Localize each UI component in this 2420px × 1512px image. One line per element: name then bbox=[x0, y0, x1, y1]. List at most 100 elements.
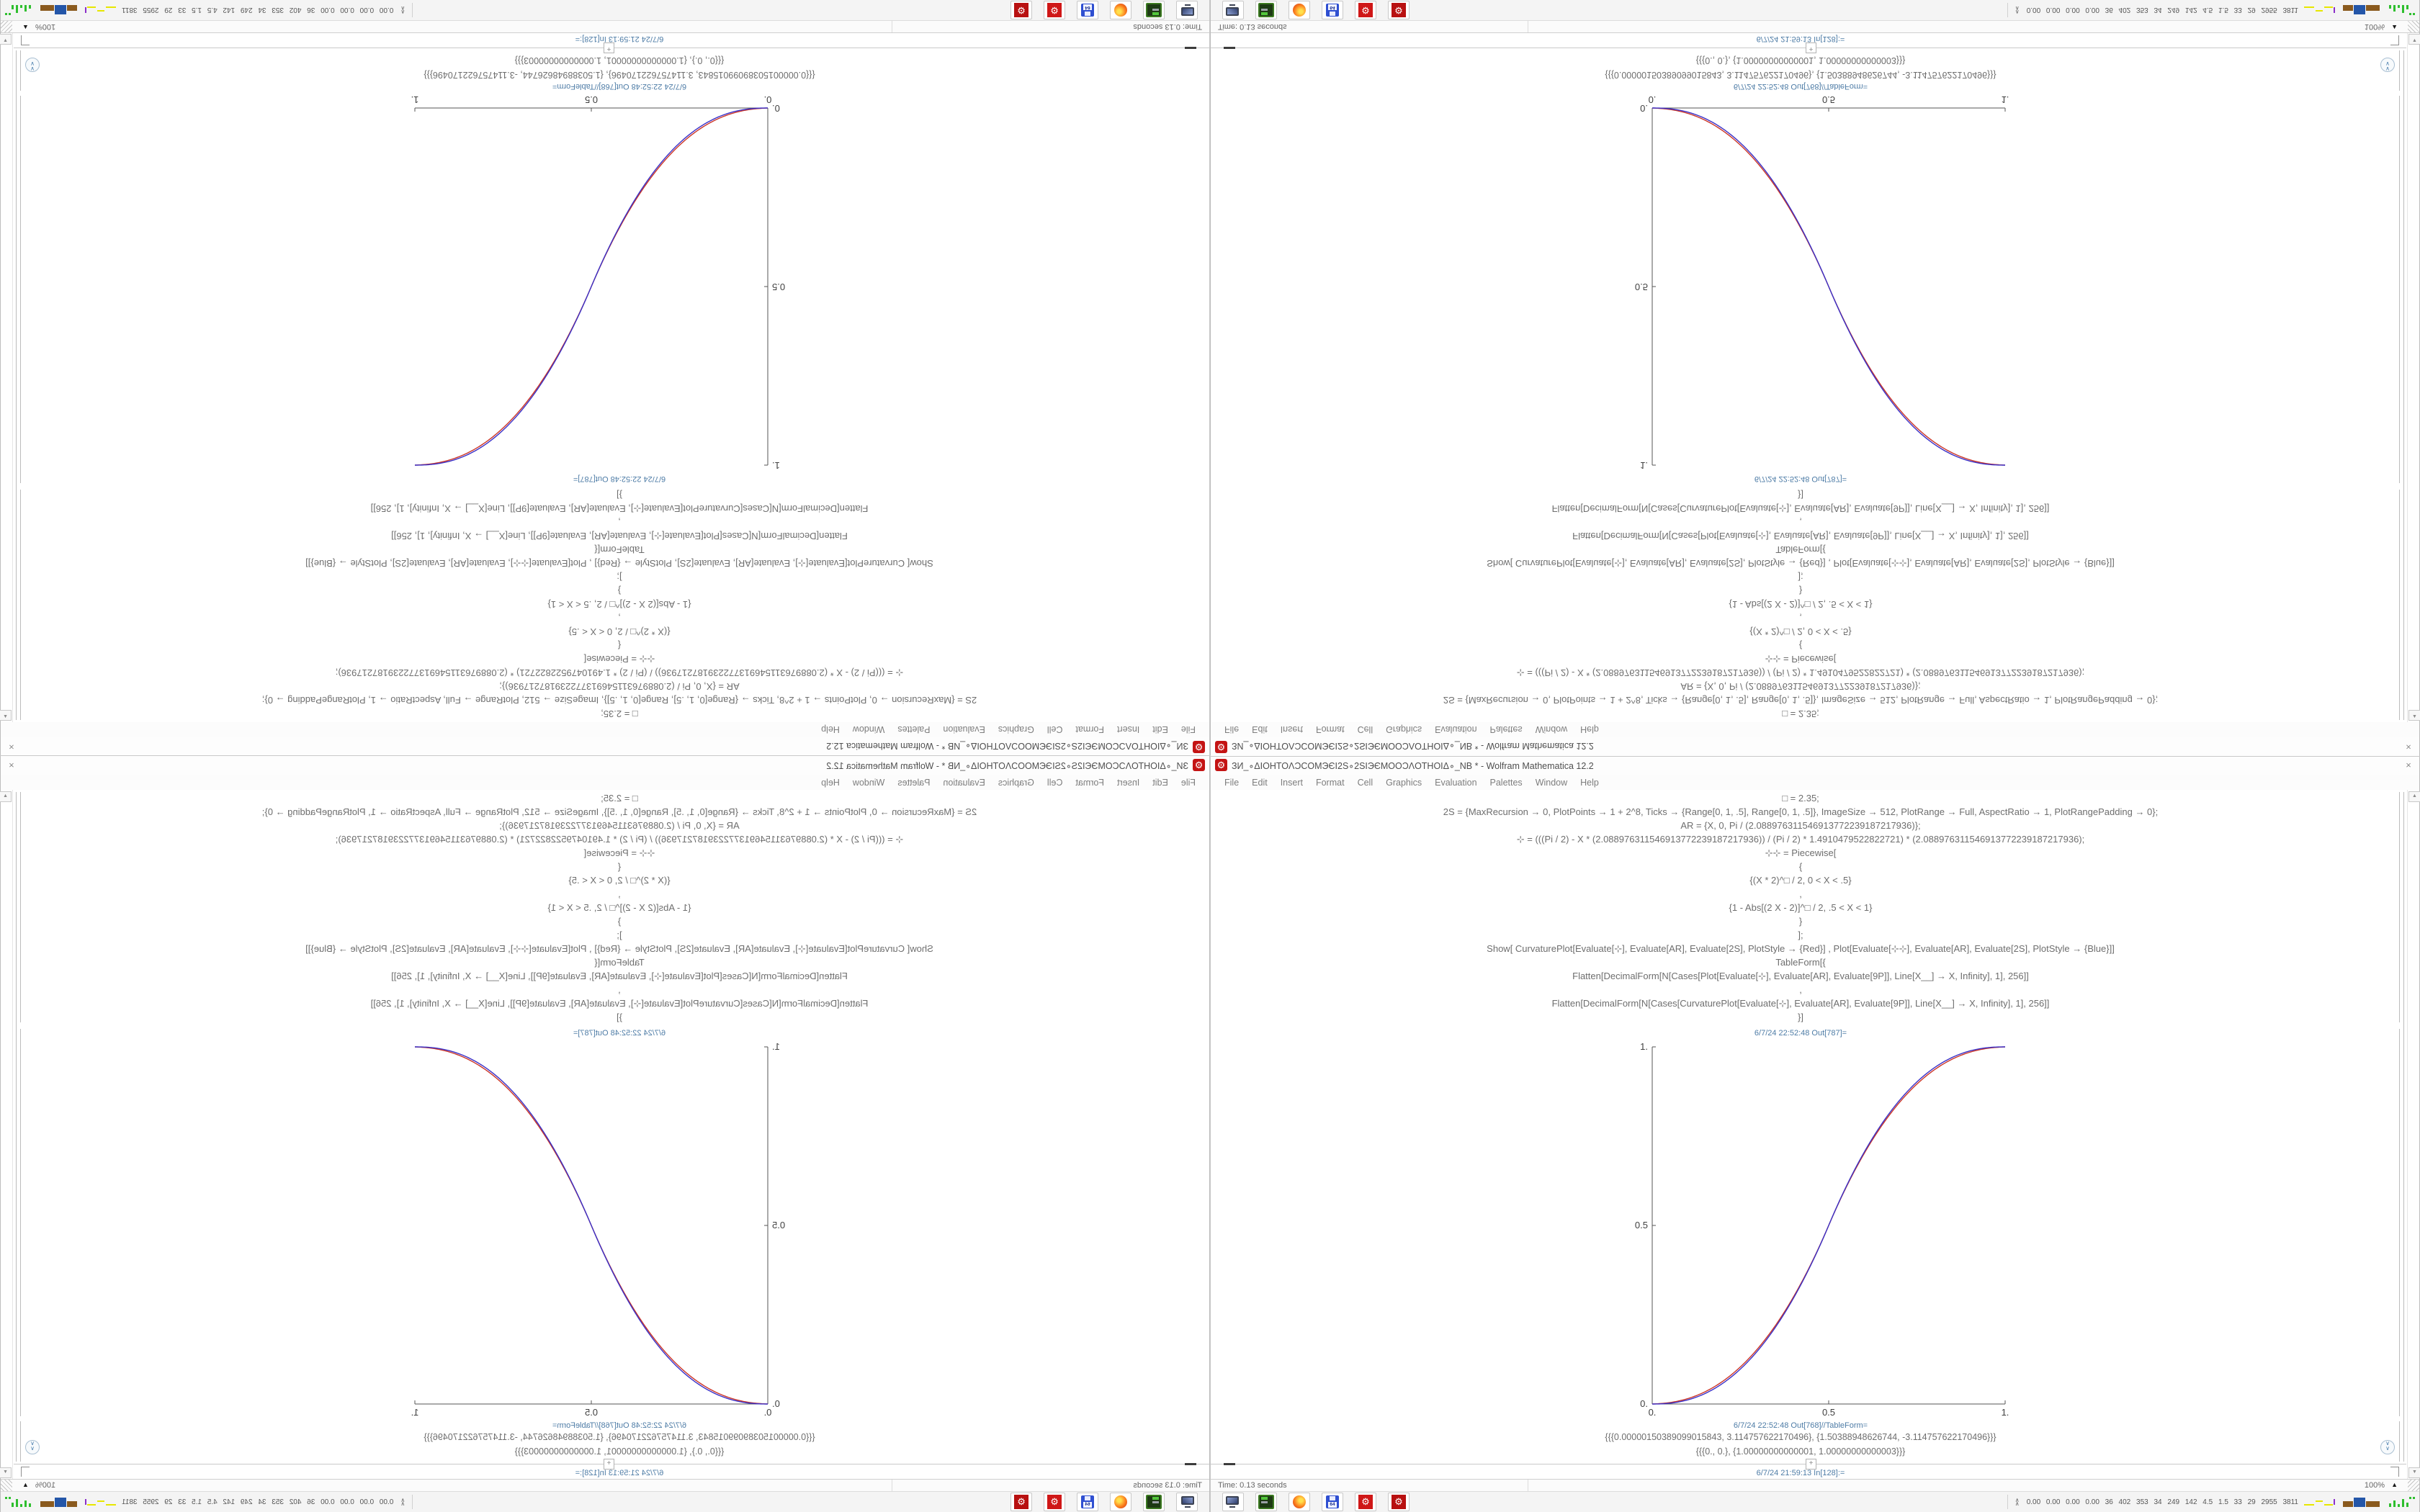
expand-output-button[interactable]: ∨ ∨ bbox=[2380, 1440, 2395, 1454]
code-line[interactable]: □ = 2.35; bbox=[601, 708, 638, 719]
menu-item-graphics[interactable]: Graphics bbox=[1386, 724, 1422, 735]
cell-group-bracket[interactable] bbox=[16, 792, 17, 1462]
code-line[interactable]: Flatten[DecimalForm[N[Cases[CurvaturePlo… bbox=[1551, 503, 2050, 514]
menu-item-evaluation[interactable]: Evaluation bbox=[1435, 724, 1477, 735]
cell-bracket[interactable] bbox=[20, 1029, 21, 1416]
code-line[interactable]: {(X * 2)^□ / 2, 0 < X < .5} bbox=[1749, 875, 1852, 886]
code-line[interactable]: ⊹ = (((Pi / 2) - X * (2.0889763115469137… bbox=[1516, 667, 2085, 678]
menu-item-insert[interactable]: Insert bbox=[1280, 724, 1303, 735]
menu-item-edit[interactable]: Edit bbox=[1152, 724, 1168, 735]
menu-item-window[interactable]: Window bbox=[1535, 724, 1568, 735]
expand-output-button[interactable]: ∨ ∨ bbox=[2380, 58, 2395, 72]
menu-item-format[interactable]: Format bbox=[1315, 777, 1345, 788]
resize-grip-icon[interactable] bbox=[1, 21, 12, 32]
zoom-level[interactable]: 100% bbox=[2364, 22, 2385, 31]
cell-bracket[interactable] bbox=[2390, 1467, 2399, 1477]
zoom-popup-icon[interactable]: ▲ bbox=[22, 1481, 29, 1488]
taskbar-button-green-drive[interactable] bbox=[1255, 1, 1277, 19]
menu-item-cell[interactable]: Cell bbox=[1047, 777, 1063, 788]
code-line[interactable]: Flatten[DecimalForm[N[Cases[Plot[Evaluat… bbox=[391, 531, 848, 541]
menu-item-file[interactable]: File bbox=[1224, 724, 1240, 735]
cell-bracket[interactable] bbox=[20, 96, 21, 483]
menu-item-graphics[interactable]: Graphics bbox=[1386, 777, 1422, 788]
menu-item-window[interactable]: Window bbox=[852, 777, 885, 788]
code-line[interactable]: }] bbox=[617, 1012, 622, 1022]
code-line[interactable]: □ = 2.35; bbox=[1782, 708, 1819, 719]
menu-item-help[interactable]: Help bbox=[821, 724, 840, 735]
code-line[interactable]: , bbox=[1799, 888, 1802, 899]
menu-item-file[interactable]: File bbox=[1180, 724, 1196, 735]
code-line[interactable]: , bbox=[1799, 517, 1802, 528]
code-line[interactable]: ⊹ = (((Pi / 2) - X * (2.0889763115469137… bbox=[335, 667, 904, 678]
scrollbar-track[interactable] bbox=[2407, 33, 2408, 722]
code-line[interactable]: Flatten[DecimalForm[N[Cases[Plot[Evaluat… bbox=[1572, 531, 2029, 541]
insert-plus-button[interactable]: + bbox=[1806, 42, 1816, 53]
menu-item-cell[interactable]: Cell bbox=[1357, 777, 1373, 788]
code-line[interactable]: 2S = {MaxRecursion → 0, PlotPoints → 1 +… bbox=[261, 806, 977, 817]
code-line[interactable]: ⊹ = (((Pi / 2) - X * (2.0889763115469137… bbox=[1516, 834, 2085, 845]
menu-item-format[interactable]: Format bbox=[1075, 724, 1105, 735]
cell-bracket[interactable] bbox=[2390, 35, 2399, 45]
cell-bracket[interactable] bbox=[2399, 792, 2400, 1022]
code-line[interactable]: ⊹⊹ = Piecewise[ bbox=[583, 847, 655, 858]
taskbar-button-monitor[interactable] bbox=[1222, 1, 1244, 19]
taskbar-button-monitor[interactable] bbox=[1176, 1, 1198, 19]
code-line[interactable]: }] bbox=[1798, 1012, 1803, 1022]
cell-bracket[interactable] bbox=[20, 50, 21, 91]
input-cell[interactable]: □ = 2.35; 2S = {MaxRecursion → 0, PlotPoi… bbox=[1211, 791, 2390, 1024]
code-line[interactable]: }] bbox=[1798, 490, 1803, 500]
title-bar[interactable]: ⚙ ЗИ_∘ΔIOHTOΛϽCOMЭЄI2S∘2SIЭЄMOOϽΛOTHOIΔ∘… bbox=[1211, 756, 2419, 775]
code-line[interactable]: 2S = {MaxRecursion → 0, PlotPoints → 1 +… bbox=[1443, 695, 2159, 706]
zoom-popup-icon[interactable]: ▲ bbox=[22, 24, 29, 31]
title-bar[interactable]: ⚙ ЗИ_∘ΔIOHTOΛϽCOMЭЄI2S∘2SIЭЄMOOϽΛOTHOIΔ∘… bbox=[1, 737, 1209, 756]
input-prompt[interactable]: 6/7/24 21:59:13 In[128]:= bbox=[575, 35, 664, 43]
menu-item-graphics[interactable]: Graphics bbox=[998, 724, 1034, 735]
input-cell[interactable]: □ = 2.35; 2S = {MaxRecursion → 0, PlotPoi… bbox=[30, 488, 1209, 721]
scrollbar-up-button[interactable]: ▲ bbox=[0, 710, 12, 721]
code-line[interactable]: TableForm[{ bbox=[594, 957, 645, 968]
cell-bracket[interactable] bbox=[20, 490, 21, 720]
zoom-level[interactable]: 100% bbox=[35, 1481, 56, 1490]
input-prompt[interactable]: 6/7/24 21:59:13 In[128]:= bbox=[575, 1469, 664, 1477]
code-line[interactable]: , bbox=[1799, 613, 1802, 624]
cell-bracket[interactable] bbox=[21, 35, 30, 45]
minimize-icon[interactable] bbox=[44, 742, 54, 751]
cell-group-bracket[interactable] bbox=[2403, 50, 2404, 720]
resize-grip-icon[interactable] bbox=[2408, 21, 2419, 32]
code-line[interactable]: } bbox=[1798, 916, 1803, 927]
cell-bracket[interactable] bbox=[2399, 50, 2400, 91]
code-line[interactable]: □ = 2.35; bbox=[1782, 793, 1819, 804]
code-line[interactable]: {1 - Abs[(2 X - 2)]^□ / 2, .5 < X < 1} bbox=[1729, 902, 1873, 913]
scrollbar-track[interactable] bbox=[12, 33, 13, 722]
title-bar[interactable]: ⚙ ЗИ_∘ΔIOHTOΛϽCOMЭЄI2S∘2SIЭЄMOOϽΛOTHOIΔ∘… bbox=[1, 756, 1209, 775]
menu-item-format[interactable]: Format bbox=[1315, 724, 1345, 735]
scrollbar-down-button[interactable]: ▼ bbox=[2408, 34, 2420, 45]
zoom-popup-icon[interactable]: ▲ bbox=[2391, 24, 2398, 31]
menu-item-edit[interactable]: Edit bbox=[1252, 777, 1268, 788]
code-line[interactable]: , bbox=[618, 613, 621, 624]
input-prompt[interactable]: 6/7/24 21:59:13 In[128]:= bbox=[1756, 1469, 1845, 1477]
cell-bracket[interactable] bbox=[20, 1421, 21, 1462]
menu-item-format[interactable]: Format bbox=[1075, 777, 1105, 788]
menu-item-palettes[interactable]: Palettes bbox=[897, 777, 931, 788]
menu-item-palettes[interactable]: Palettes bbox=[1489, 724, 1523, 735]
taskbar-button-green-drive[interactable] bbox=[1143, 1493, 1165, 1511]
code-line[interactable]: ⊹⊹ = Piecewise[ bbox=[1765, 847, 1837, 858]
insert-plus-button[interactable]: + bbox=[1806, 1459, 1816, 1470]
title-bar[interactable]: ⚙ ЗИ_∘ΔIOHTOΛϽCOMЭЄI2S∘2SIЭЄMOOϽΛOTHOIΔ∘… bbox=[1211, 737, 2419, 756]
scrollbar-down-button[interactable]: ▼ bbox=[0, 34, 12, 45]
maximize-icon[interactable] bbox=[2385, 742, 2395, 751]
code-line[interactable]: Show[ CurvaturePlot[Evaluate[⊹], Evaluat… bbox=[1487, 943, 2115, 954]
code-line[interactable]: } bbox=[617, 585, 622, 596]
taskbar-button-floppy64[interactable]: 64 bbox=[1322, 1493, 1343, 1511]
menu-item-evaluation[interactable]: Evaluation bbox=[943, 777, 985, 788]
code-line[interactable]: ⊹⊹ = Piecewise[ bbox=[583, 654, 655, 665]
cell-bracket[interactable] bbox=[2399, 96, 2400, 483]
code-line[interactable]: , bbox=[618, 517, 621, 528]
code-line[interactable]: } bbox=[1798, 585, 1803, 596]
code-line[interactable]: } bbox=[617, 916, 622, 927]
chevrons-up-icon[interactable]: ∧ ∧ bbox=[400, 1497, 405, 1507]
code-line[interactable]: { bbox=[1798, 861, 1803, 872]
minimize-icon[interactable] bbox=[44, 761, 54, 770]
taskbar-button-gear-red-2[interactable]: ⚙ bbox=[1388, 1, 1410, 19]
